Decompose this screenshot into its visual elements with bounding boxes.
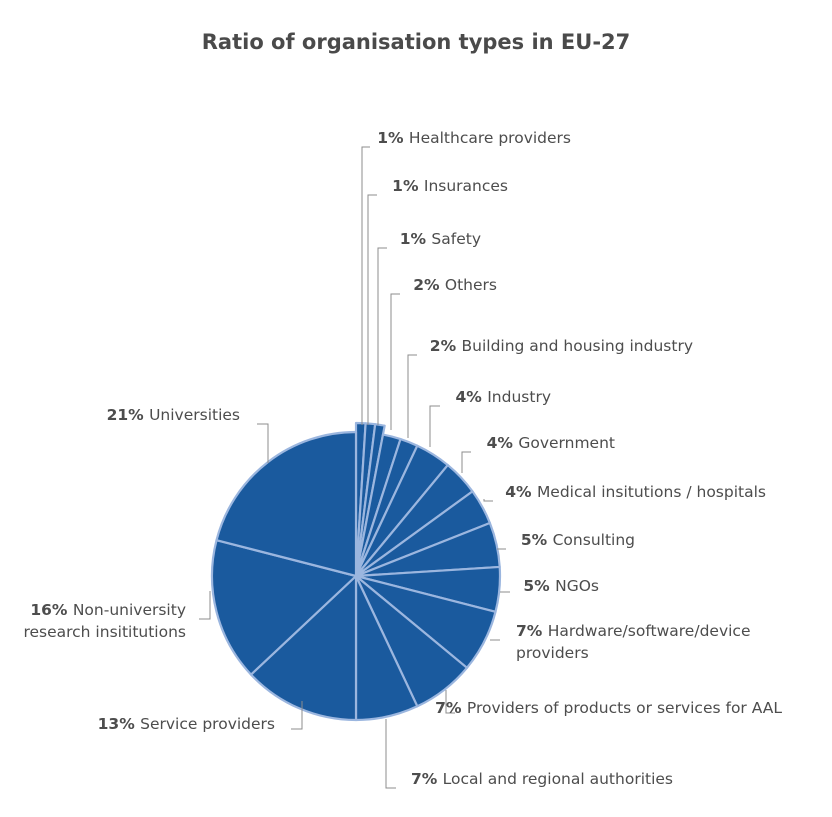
slice-name: Healthcare providers	[409, 129, 571, 147]
slice-label-medical-insitutions-hospitals: 4% Medical insitutions / hospitals	[505, 483, 766, 501]
slice-percent: 1%	[400, 230, 432, 248]
slice-percent: 7%	[411, 770, 443, 788]
slice-label-insurances: 1% Insurances	[392, 177, 508, 195]
slice-name: Building and housing industry	[462, 337, 694, 355]
slice-name-cont: providers	[516, 644, 589, 662]
slice-percent: 2%	[430, 337, 462, 355]
leader-line-non-university-research-insititutions	[199, 591, 211, 620]
leader-line-industry	[429, 405, 440, 447]
slice-percent: 2%	[413, 276, 445, 294]
slice-name: Universities	[149, 406, 240, 424]
slice-label-hardware-software-device-providers: 7% Hardware/software/device providers	[516, 622, 750, 662]
slice-label-providers-of-products-or-services-for-aal: 7% Providers of products or services for…	[435, 699, 782, 717]
slice-label-others: 2% Others	[413, 276, 497, 294]
slice-percent: 4%	[487, 434, 519, 452]
slice-label-local-and-regional-authorities: 7% Local and regional authorities	[411, 770, 673, 788]
slice-label-universities: 21% Universities	[107, 406, 240, 424]
slice-percent: 5%	[523, 577, 555, 595]
chart-title: Ratio of organisation types in EU-27	[202, 30, 631, 54]
leader-line-insurances	[367, 194, 377, 425]
leader-line-healthcare-providers	[361, 146, 370, 425]
slice-name: Others	[445, 276, 497, 294]
leader-line-service-providers	[291, 701, 303, 730]
slice-label-consulting: 5% Consulting	[521, 531, 635, 549]
slice-name: NGOs	[555, 577, 599, 595]
slice-name: Medical insitutions / hospitals	[537, 483, 766, 501]
leader-lines	[199, 146, 510, 789]
leader-line-safety	[377, 247, 387, 425]
slice-percent: 7%	[435, 699, 467, 717]
leader-line-universities	[257, 423, 269, 463]
leader-line-government	[461, 451, 471, 473]
slice-label-industry: 4% Industry	[456, 388, 551, 406]
slice-label-government: 4% Government	[487, 434, 615, 452]
slice-name: Safety	[431, 230, 481, 248]
slice-name: Industry	[487, 388, 551, 406]
slice-name: Government	[518, 434, 615, 452]
slice-percent: 4%	[456, 388, 488, 406]
slice-percent: 13%	[98, 715, 141, 733]
leader-line-providers-of-products-or-services-for-aal	[445, 690, 455, 714]
slice-label-service-providers: 13% Service providers	[98, 715, 275, 733]
slice-percent: 7%	[516, 622, 548, 640]
slice-percent: 1%	[377, 129, 409, 147]
slice-percent: 1%	[392, 177, 424, 195]
slice-name-cont: research insititutions	[23, 623, 186, 641]
slice-label-safety: 1% Safety	[400, 230, 481, 248]
pie-slices	[210, 421, 502, 722]
slice-name: Providers of products or services for AA…	[467, 699, 782, 717]
slice-name: Insurances	[424, 177, 508, 195]
slice-name: Hardware/software/device	[548, 622, 751, 640]
leader-line-local-and-regional-authorities	[385, 719, 396, 789]
leader-line-building-and-housing-industry	[407, 354, 417, 438]
slice-name: Non-university	[73, 601, 186, 619]
slice-label-ngos: 5% NGOs	[523, 577, 599, 595]
leader-line-medical-insitutions-hospitals	[483, 499, 493, 502]
slice-name: Consulting	[553, 531, 635, 549]
slice-name: Service providers	[140, 715, 275, 733]
slice-percent: 5%	[521, 531, 553, 549]
slice-label-building-and-housing-industry: 2% Building and housing industry	[430, 337, 693, 355]
leader-line-others	[390, 293, 400, 430]
slice-percent: 21%	[107, 406, 150, 424]
slice-label-non-university-research-insititutions: 16% Non-university research insititutions	[23, 601, 186, 641]
slice-percent: 4%	[505, 483, 537, 501]
slice-name: Local and regional authorities	[443, 770, 673, 788]
pie-slice-non-university-research-insititutions	[210, 539, 358, 676]
pie-slice-service-providers	[249, 574, 358, 722]
slice-label-healthcare-providers: 1% Healthcare providers	[377, 129, 571, 147]
slice-percent: 16%	[30, 601, 73, 619]
